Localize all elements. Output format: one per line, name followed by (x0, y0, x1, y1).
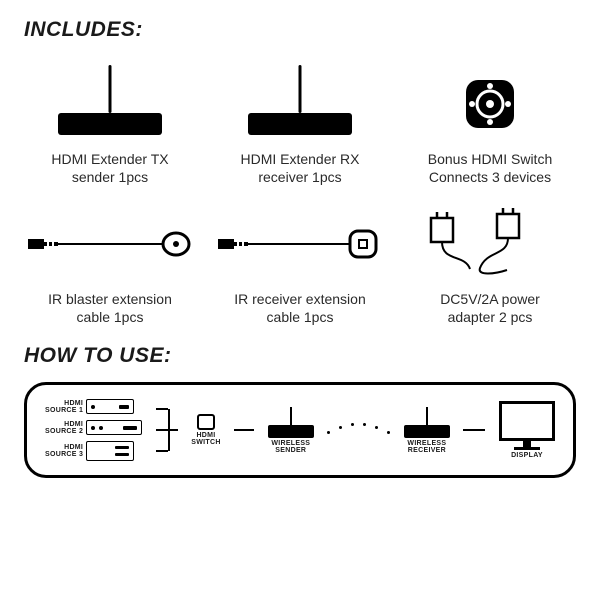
item-label: adapter 2 pcs (448, 309, 533, 325)
item-label: IR blaster extension (48, 291, 172, 307)
item-label: Connects 3 devices (429, 169, 551, 185)
hdmi-switch-icon (404, 56, 576, 151)
source2-icon (86, 420, 142, 435)
ir-receiver-cable-icon (214, 196, 386, 291)
item-rx: HDMI Extender RX receiver 1pcs (214, 56, 386, 186)
sender-label: WIRELESSSENDER (271, 440, 310, 454)
item-label: IR receiver extension (234, 291, 366, 307)
item-ir-receiver: IR receiver extension cable 1pcs (214, 196, 386, 326)
includes-heading: INCLUDES: (24, 18, 576, 42)
sender-node: WIRELESSSENDER (268, 407, 314, 454)
source3-icon (86, 441, 134, 461)
item-ir-blaster: IR blaster extension cable 1pcs (24, 196, 196, 326)
wireless-link-icon (327, 423, 390, 438)
wireless-receiver-icon (404, 425, 450, 438)
sources-column: HDMISOURCE 1 HDMISOURCE 2 HDMISOURCE 3 (45, 399, 142, 461)
item-label: cable 1pcs (77, 309, 144, 325)
source2-label: HDMISOURCE 2 (45, 421, 83, 435)
hdmi-switch-small-icon (197, 414, 215, 430)
item-label: DC5V/2A power (440, 291, 540, 307)
display-icon (499, 401, 555, 450)
switch-node: HDMISWITCH (191, 414, 220, 446)
item-label: Bonus HDMI Switch (428, 151, 552, 167)
wireless-sender-icon (268, 425, 314, 438)
item-label: HDMI Extender TX (51, 151, 168, 167)
item-tx: HDMI Extender TX sender 1pcs (24, 56, 196, 186)
item-label: receiver 1pcs (258, 169, 341, 185)
display-node: DISPLAY (499, 401, 555, 459)
extender-rx-icon (214, 56, 386, 151)
item-label: HDMI Extender RX (240, 151, 359, 167)
receiver-node: WIRELESSRECEIVER (404, 407, 450, 454)
power-adapter-icon (404, 196, 576, 291)
wire-icon (463, 429, 485, 431)
source3-label: HDMISOURCE 3 (45, 444, 83, 458)
source1-icon (86, 399, 134, 414)
receiver-label: WIRELESSRECEIVER (407, 440, 446, 454)
howto-heading: HOW TO USE: (24, 344, 576, 368)
source1-label: HDMISOURCE 1 (45, 400, 83, 414)
extender-tx-icon (24, 56, 196, 151)
includes-grid: HDMI Extender TX sender 1pcs HDMI Extend… (24, 56, 576, 326)
item-power: DC5V/2A power adapter 2 pcs (404, 196, 576, 326)
wire-icon (234, 429, 254, 431)
item-switch: Bonus HDMI Switch Connects 3 devices (404, 56, 576, 186)
wire-bundle-icon (156, 408, 178, 452)
switch-label: HDMISWITCH (191, 432, 220, 446)
howto-diagram: HDMISOURCE 1 HDMISOURCE 2 HDMISOURCE 3 (24, 382, 576, 478)
display-label: DISPLAY (511, 452, 543, 459)
item-label: sender 1pcs (72, 169, 148, 185)
item-label: cable 1pcs (267, 309, 334, 325)
ir-blaster-cable-icon (24, 196, 196, 291)
